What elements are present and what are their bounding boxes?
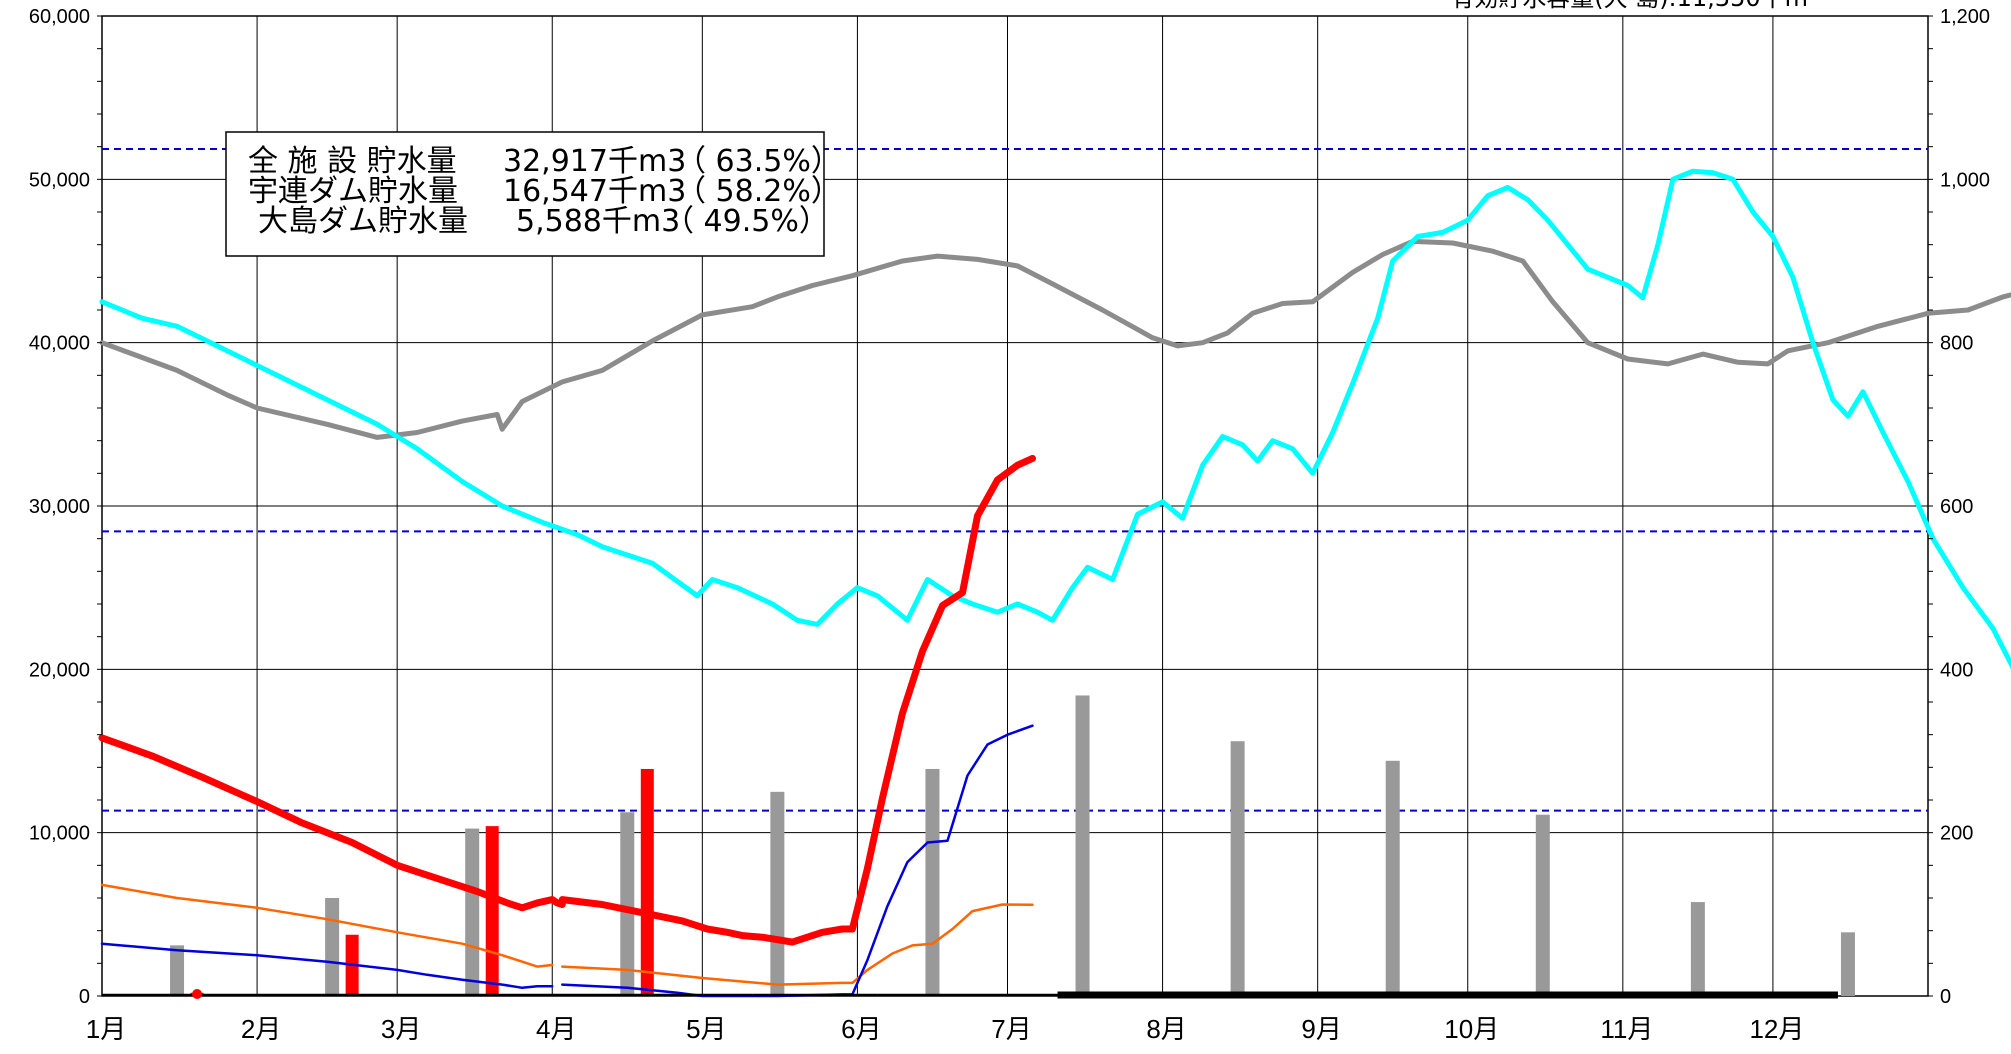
monthly-avg-rain-bar	[325, 898, 340, 996]
summary-oshima-label: 大島ダム貯水量	[258, 204, 468, 239]
monthly-avg-rain-bar	[1690, 902, 1705, 996]
monthly-avg-rain-bar	[620, 812, 635, 996]
monthly-avg-rain-bar	[925, 768, 940, 996]
capacity-note: 有効貯水容量(大 島):11,350千m	[1450, 0, 1808, 12]
month-label: 4月	[536, 1014, 576, 1044]
right-tick-label: 400	[1940, 659, 1973, 681]
left-tick-label: 0	[79, 986, 90, 1008]
axes: 0 10,000 20,000 30,000 40,000 50,000 60,000 0 20…	[29, 6, 1990, 1044]
month-label: 9月	[1301, 1014, 1341, 1044]
uren-dam-line	[100, 942, 554, 990]
oshima-dam-line	[100, 883, 554, 968]
summary-uren-pct: （ 58.2%）	[676, 174, 841, 209]
month-label: 2月	[241, 1014, 281, 1044]
summary-uren-label: 宇連ダム貯水量	[248, 174, 458, 209]
monthly-avg-rain-bar	[1385, 760, 1400, 996]
left-tick-label: 20,000	[29, 659, 90, 681]
month-label: 3月	[381, 1014, 421, 1044]
right-tick-label: 200	[1940, 823, 1973, 845]
left-tick-label: 10,000	[29, 823, 90, 845]
monthly-avg-rain-bar	[1075, 695, 1090, 996]
summary-box: 全 施 設 貯水量 32,917千m3 （ 63.5%） 宇連ダム貯水量 16,…	[225, 131, 841, 257]
right-tick-label: 0	[1940, 986, 1951, 1008]
month-label: 8月	[1146, 1014, 1186, 1044]
monthly-avg-rain-bar	[770, 791, 785, 996]
monthly-rain-bar	[640, 768, 654, 996]
summary-box-frame	[225, 131, 825, 257]
month-label: 10月	[1444, 1014, 1499, 1044]
monthly-avg-rain-bar	[1840, 932, 1855, 996]
left-tick-label: 30,000	[29, 496, 90, 518]
monthly-avg-rain-bar	[170, 945, 185, 996]
month-label: 11月	[1600, 1014, 1653, 1044]
month-label: 12月	[1749, 1014, 1804, 1044]
monthly-rain-marker	[192, 989, 203, 999]
monthly-avg-rain-bar	[1535, 814, 1550, 996]
left-tick-label: 60,000	[29, 6, 90, 28]
monthly-avg-rain-bar	[465, 828, 480, 996]
right-tick-label: 600	[1940, 496, 1973, 518]
bar-series	[170, 695, 1855, 996]
right-tick-label: 1,200	[1940, 6, 1990, 28]
month-label: 1月	[86, 1014, 126, 1044]
total-storage-line	[558, 454, 1036, 946]
monthly-avg-rain-bar	[1230, 741, 1245, 996]
right-tick-label: 1,000	[1940, 169, 1990, 191]
summary-uren-value: 16,547千m3	[503, 174, 686, 209]
summary-total-value: 32,917千m3	[503, 144, 686, 179]
month-label: 5月	[686, 1014, 726, 1044]
summary-oshima-value: 5,588千m3	[516, 204, 680, 239]
month-label: 7月	[991, 1014, 1031, 1044]
average-line	[99, 238, 2011, 440]
total-storage-line	[98, 734, 566, 912]
monthly-rain-bar	[485, 826, 499, 996]
left-tick-label: 40,000	[29, 333, 90, 355]
cumulative-rain-line	[99, 168, 2011, 670]
month-label: 6月	[841, 1014, 881, 1044]
summary-total-label: 全 施 設 貯水量	[248, 144, 457, 179]
line-series	[98, 168, 2011, 999]
summary-total-pct: （ 63.5%）	[676, 144, 841, 179]
oshima-dam-line	[561, 903, 1034, 986]
right-tick-label: 800	[1940, 333, 1973, 355]
summary-oshima-pct: （ 49.5%）	[664, 204, 829, 239]
left-tick-label: 50,000	[29, 169, 90, 191]
